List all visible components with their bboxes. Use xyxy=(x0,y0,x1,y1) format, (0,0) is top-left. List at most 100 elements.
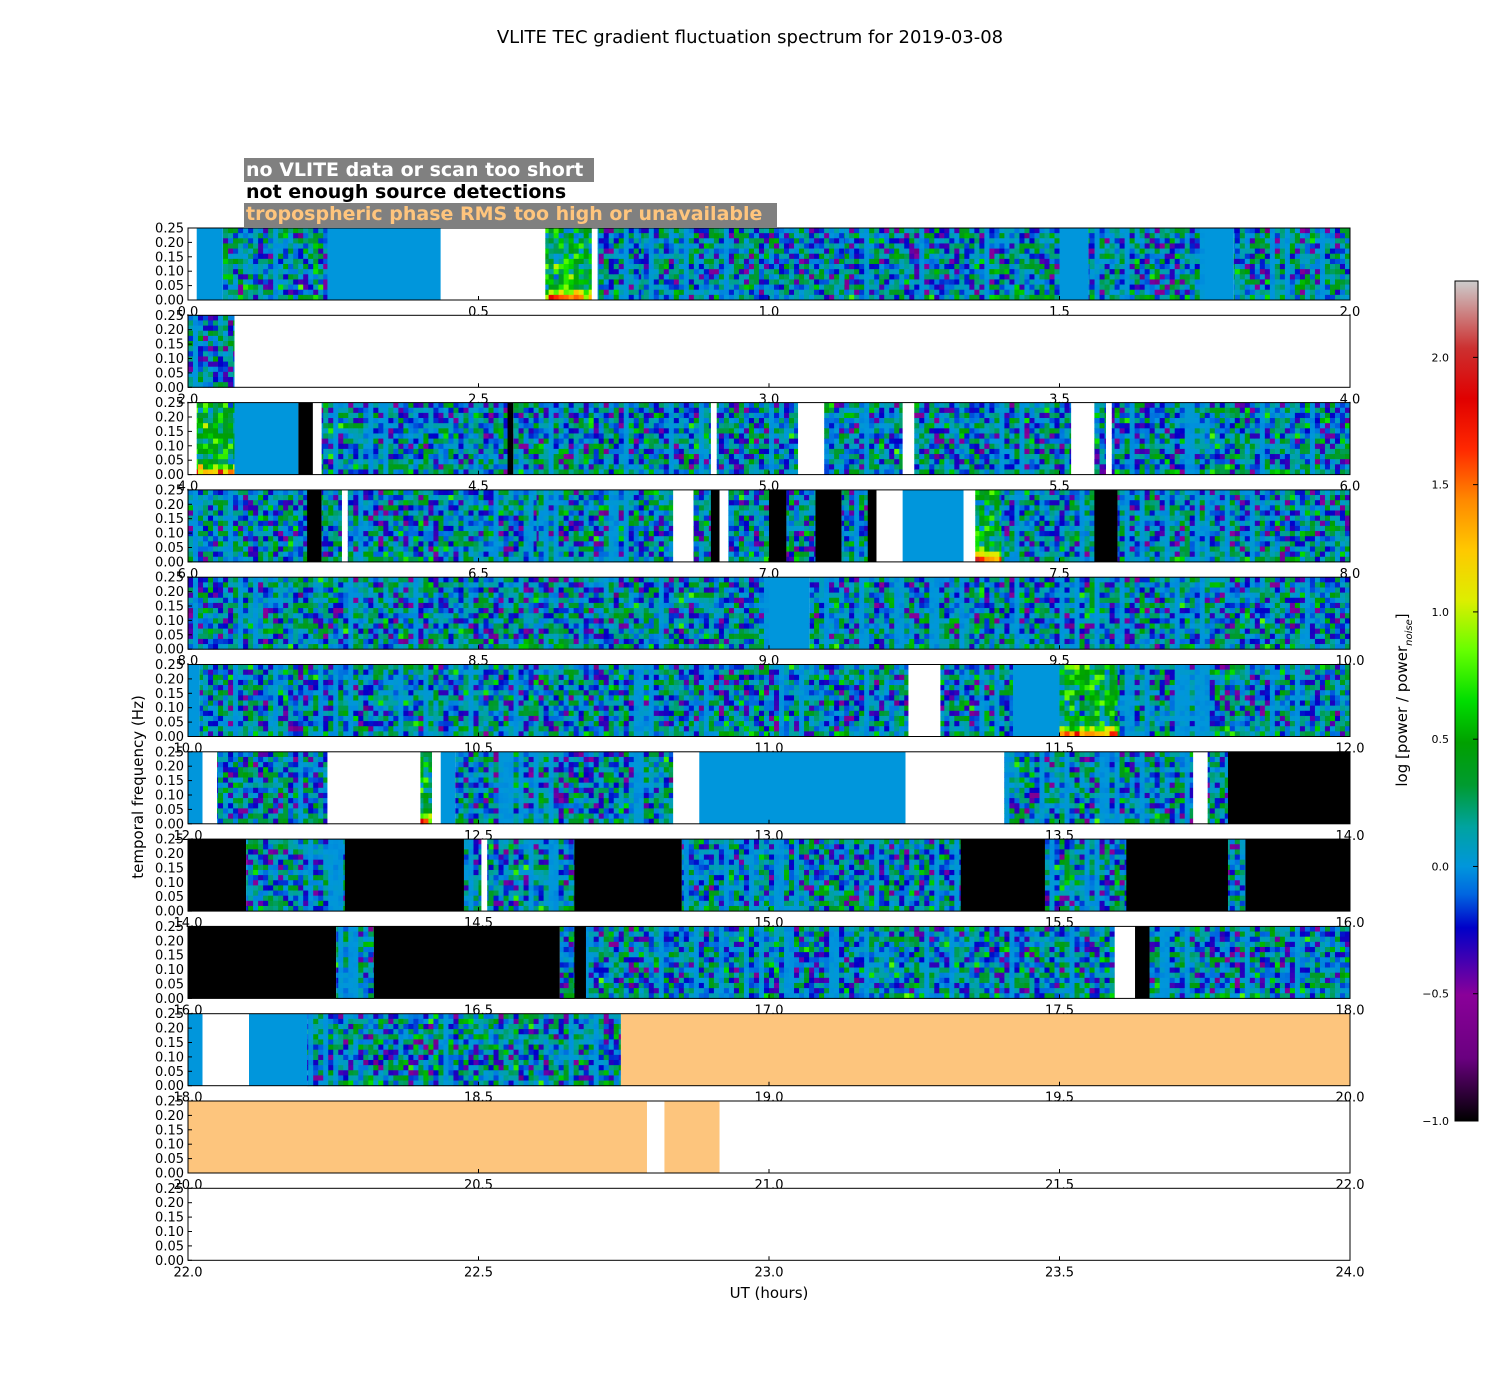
heat-cell xyxy=(899,269,905,275)
heat-cell xyxy=(493,412,499,419)
heat-cell xyxy=(233,274,239,280)
heat-cell xyxy=(1129,459,1136,465)
heat-cell xyxy=(1254,228,1261,234)
heat-cell xyxy=(723,418,730,424)
y-tick-label: 0.25 xyxy=(155,309,184,324)
heat-cell xyxy=(278,294,284,301)
heat-cell xyxy=(388,459,394,465)
heat-cell xyxy=(513,443,519,450)
heat-cell xyxy=(1329,233,1336,239)
heat-cell xyxy=(703,407,710,414)
heat-cell xyxy=(223,407,229,414)
heat-cell xyxy=(693,274,700,280)
heat-cell xyxy=(258,243,264,249)
heat-cell xyxy=(668,269,675,275)
heat-cell xyxy=(1099,238,1105,244)
heat-cell xyxy=(763,418,770,424)
heat-cell xyxy=(618,238,625,244)
heat-cell xyxy=(809,274,815,280)
heat-cell xyxy=(1254,248,1261,255)
heat-cell xyxy=(1129,294,1136,301)
heat-cell xyxy=(228,438,234,445)
heat-cell xyxy=(218,407,224,414)
heat-cell xyxy=(1319,279,1326,285)
heat-cell xyxy=(688,423,695,429)
heat-cell xyxy=(1119,253,1126,260)
heat-cell xyxy=(298,238,304,244)
heat-cell xyxy=(716,454,720,460)
heat-cell xyxy=(763,279,770,285)
y-tick-label: 0.15 xyxy=(155,338,184,353)
heat-cell xyxy=(223,412,229,419)
heat-cell xyxy=(648,274,655,280)
heat-cell xyxy=(1334,238,1341,244)
heat-cell xyxy=(323,238,328,244)
heat-cell xyxy=(1099,454,1105,460)
heat-cell xyxy=(321,407,324,414)
heat-cell xyxy=(799,264,805,270)
flat-block xyxy=(234,402,299,475)
heat-cell xyxy=(638,423,645,429)
heat-cell xyxy=(1233,284,1236,291)
heat-cell xyxy=(1049,274,1055,280)
heat-cell xyxy=(753,454,760,460)
heat-cell xyxy=(904,248,910,255)
heat-cell xyxy=(834,433,840,439)
heat-cell xyxy=(498,448,504,455)
heat-cell xyxy=(1034,443,1040,450)
heat-cell xyxy=(884,443,890,450)
heat-cell xyxy=(894,269,900,275)
heat-cell xyxy=(844,258,845,265)
heat-cell xyxy=(568,248,575,255)
heat-cell xyxy=(223,371,229,378)
flat-block xyxy=(196,228,223,300)
heat-cell xyxy=(999,289,1005,296)
heat-cell xyxy=(393,418,399,424)
heat-cell xyxy=(1294,248,1301,255)
heat-cell xyxy=(839,407,845,414)
heat-cell xyxy=(653,279,660,285)
heat-cell xyxy=(1114,264,1121,270)
heat-cell xyxy=(753,264,760,270)
heat-cell xyxy=(433,438,439,445)
heat-cell xyxy=(483,454,489,460)
heat-cell xyxy=(293,228,299,234)
heat-cell xyxy=(733,438,740,445)
heat-cell xyxy=(558,402,565,409)
heat-cell xyxy=(794,402,799,409)
heat-cell xyxy=(393,433,399,439)
heat-cell xyxy=(854,407,860,414)
heat-cell xyxy=(733,418,740,424)
heat-cell xyxy=(653,243,660,249)
heat-cell xyxy=(1039,269,1045,275)
heat-cell xyxy=(794,433,799,439)
heat-cell xyxy=(498,418,504,424)
heat-cell xyxy=(1139,448,1146,455)
heat-cell xyxy=(748,402,755,409)
heat-cell xyxy=(553,274,560,280)
heat-cell xyxy=(1264,294,1271,301)
heat-cell xyxy=(1064,412,1070,419)
heat-cell xyxy=(969,412,975,419)
heat-cell xyxy=(698,407,705,414)
heat-cell xyxy=(1233,253,1236,260)
heat-cell xyxy=(753,279,760,285)
heat-cell xyxy=(233,402,235,409)
heat-cell xyxy=(203,361,209,368)
heat-cell xyxy=(648,284,655,291)
heat-cell xyxy=(1274,274,1281,280)
heat-cell xyxy=(343,402,349,409)
heat-cell xyxy=(648,264,655,270)
heat-cell xyxy=(198,361,204,368)
heat-cell xyxy=(1154,248,1161,255)
heat-cell xyxy=(733,412,740,419)
heat-cell xyxy=(834,228,840,234)
heat-cell xyxy=(363,438,369,445)
heat-cell xyxy=(343,412,349,419)
heat-cell xyxy=(208,330,214,337)
heat-cell xyxy=(498,443,504,450)
heat-cell xyxy=(1044,284,1050,291)
heat-cell xyxy=(1299,269,1306,275)
heat-cell xyxy=(849,454,855,460)
heat-cell xyxy=(488,459,494,465)
